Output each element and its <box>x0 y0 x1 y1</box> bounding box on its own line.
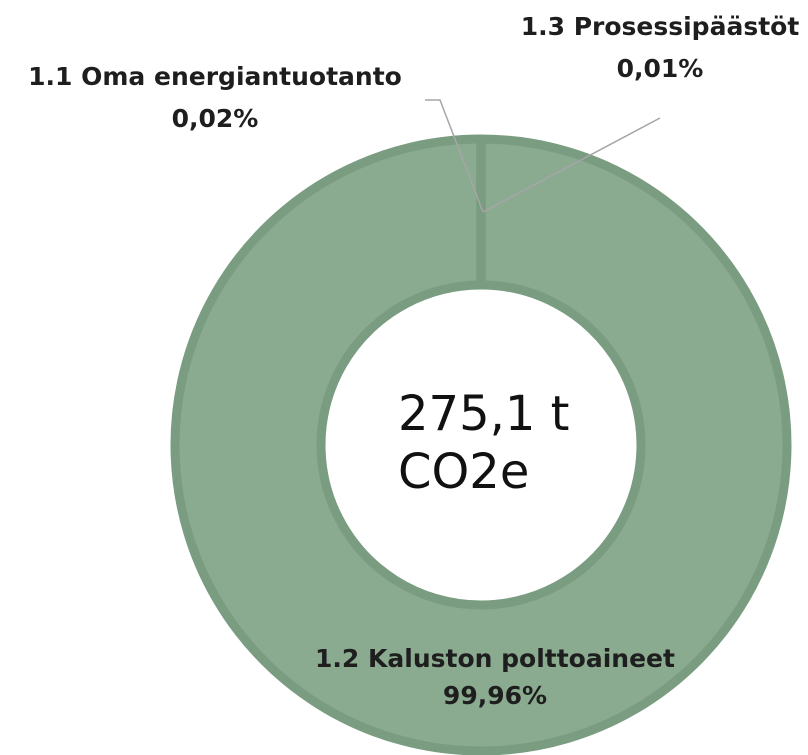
slice-value-label: 0,01% <box>617 54 704 83</box>
center-text: 275,1 t CO2e <box>398 386 570 500</box>
slice-label: 1.2 Kaluston polttoaineet <box>315 644 675 673</box>
slice-label: 1.1 Oma energiantuotanto <box>28 62 402 91</box>
slice-value-label: 0,02% <box>172 104 259 133</box>
leader-line <box>425 99 484 213</box>
leader-line <box>482 117 661 213</box>
donut-slice <box>170 134 792 755</box>
slice-value-label: 99,96% <box>443 681 547 710</box>
slice-label: 1.3 Prosessipäästöt <box>521 12 800 41</box>
